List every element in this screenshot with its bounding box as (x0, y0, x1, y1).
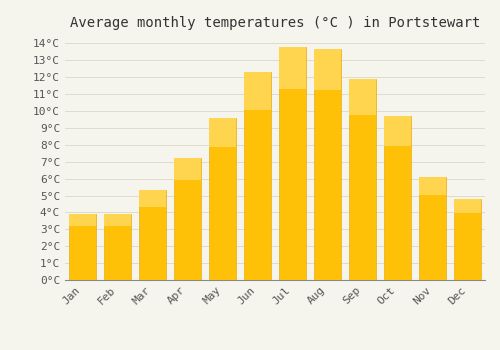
Bar (350, 79, 376, 280)
Bar (280, 47, 305, 280)
Bar (210, 118, 236, 147)
Bar (70, 214, 96, 280)
Bar (140, 190, 166, 206)
Title: Average monthly temperatures (°C ) in Portstewart: Average monthly temperatures (°C ) in Po… (70, 16, 480, 30)
Bar (454, 199, 480, 214)
Bar (174, 158, 201, 180)
Bar (420, 177, 446, 280)
Bar (454, 199, 480, 280)
Bar (350, 79, 376, 115)
Bar (140, 190, 166, 280)
Bar (210, 118, 236, 280)
Bar (384, 116, 410, 146)
Bar (104, 214, 130, 280)
Bar (174, 158, 201, 280)
Bar (314, 49, 340, 280)
Bar (104, 214, 130, 226)
Bar (244, 72, 270, 110)
Bar (384, 116, 410, 280)
Bar (280, 47, 305, 89)
Bar (70, 214, 96, 226)
Bar (314, 49, 340, 90)
Bar (244, 72, 270, 280)
Bar (420, 177, 446, 196)
